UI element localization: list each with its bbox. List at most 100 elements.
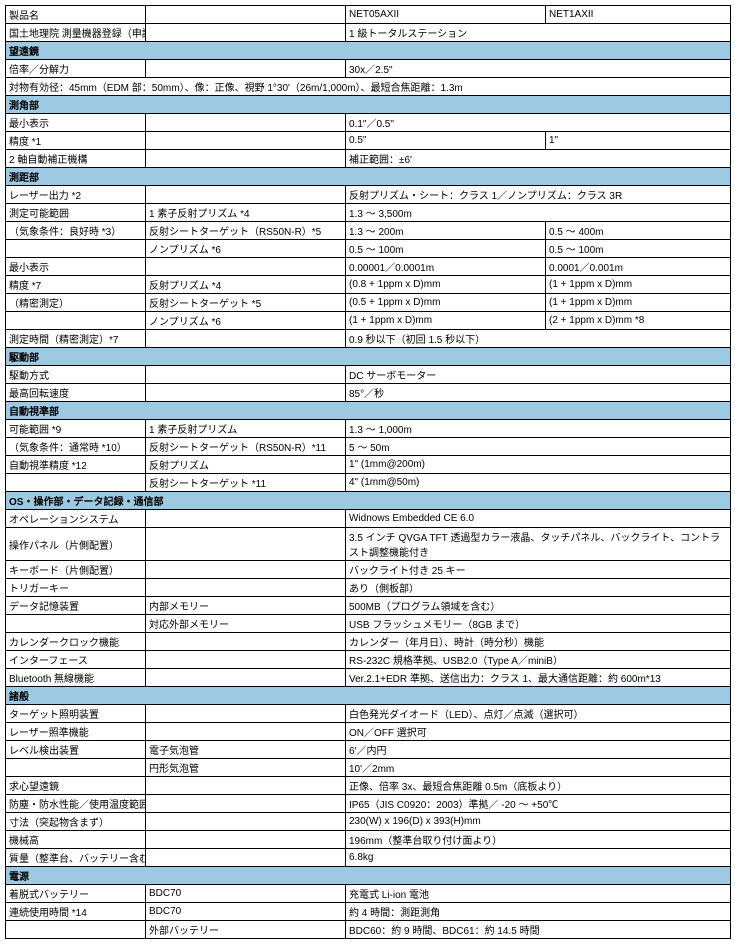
cell: 1" xyxy=(546,132,731,150)
table-row: ターゲット照明装置白色発光ダイオード（LED）、点灯／点滅（選択可） xyxy=(6,705,731,723)
cell: 反射プリズム・シート：クラス 1／ノンプリズム：クラス 3R xyxy=(346,186,731,204)
cell: 反射シートターゲット *11 xyxy=(146,474,346,492)
cell: オペレーションシステム xyxy=(6,510,146,528)
cell: BDC70 xyxy=(146,903,346,921)
cell: 寸法（突起物含まず） xyxy=(6,813,146,831)
cell xyxy=(146,795,346,813)
table-row: 精度 *1 0.5"1" xyxy=(6,132,731,150)
cell: 自動視準精度 *12 xyxy=(6,456,146,474)
cell: （精密測定） xyxy=(6,294,146,312)
cell: 反射プリズム *4 xyxy=(146,276,346,294)
cell: 約 4 時間：測距測角 xyxy=(346,903,731,921)
table-row: 製品名 NET05AXIINET1AXII xyxy=(6,6,731,24)
table-row: トリガーキーあり（側板部） xyxy=(6,579,731,597)
table-row: 着脱式バッテリーBDC70充電式 Li-ion 電池 xyxy=(6,885,731,903)
cell: DC サーボモーター xyxy=(346,366,731,384)
cell: 6'／内円 xyxy=(346,741,731,759)
table-row: 国土地理院 測量機器登録（申請予定）1 級トータルステーション xyxy=(6,24,731,42)
cell: 製品名 xyxy=(6,6,146,24)
cell: 精度 *7 xyxy=(6,276,146,294)
cell: 30x／2.5" xyxy=(346,60,731,78)
cell: 円形気泡管 xyxy=(146,759,346,777)
cell: USB フラッシュメモリー（8GB まで） xyxy=(346,615,731,633)
section-header: 望遠鏡 xyxy=(6,42,731,60)
cell: 連続使用時間 *14 xyxy=(6,903,146,921)
table-row: カレンダークロック機能カレンダー（年月日）、時計（時分秒）機能 xyxy=(6,633,731,651)
cell: NET1AXII xyxy=(546,6,731,24)
cell: 内部メモリー xyxy=(146,597,346,615)
cell: (0.8 + 1ppm x D)mm xyxy=(346,276,546,294)
table-row: 測定時間（精密測定）*70.9 秒以下（初回 1.5 秒以下） xyxy=(6,330,731,348)
table-row: 反射シートターゲット *114" (1mm@50m) xyxy=(6,474,731,492)
cell: 駆動方式 xyxy=(6,366,146,384)
cell xyxy=(146,24,346,42)
table-row: ノンプリズム *6(1 + 1ppm x D)mm(2 + 1ppm x D)m… xyxy=(6,312,731,330)
section-header: OS・操作部・データ記録・通信部 xyxy=(6,492,731,510)
cell xyxy=(146,849,346,867)
cell xyxy=(146,777,346,795)
cell: 精度 *1 xyxy=(6,132,146,150)
section-header: 諸般 xyxy=(6,687,731,705)
cell: インターフェース xyxy=(6,651,146,669)
cell: RS-232C 規格準拠、USB2.0（Type A／miniB） xyxy=(346,651,731,669)
table-row: ノンプリズム *60.5 ～ 100m0.5 ～ 100m xyxy=(6,240,731,258)
table-row: 機械高196mm（整準台取り付け面より） xyxy=(6,831,731,849)
table-row: 諸般 xyxy=(6,687,731,705)
cell: （気象条件：通常時 *10） xyxy=(6,438,146,456)
cell: 230(W) x 196(D) x 393(H)mm xyxy=(346,813,731,831)
cell: カレンダー（年月日）、時計（時分秒）機能 xyxy=(346,633,731,651)
cell xyxy=(146,132,346,150)
table-row: 測距部 xyxy=(6,168,731,186)
cell: 電子気泡管 xyxy=(146,741,346,759)
cell xyxy=(146,6,346,24)
cell: 0.5" xyxy=(346,132,546,150)
cell xyxy=(146,723,346,741)
cell xyxy=(146,813,346,831)
cell: ターゲット照明装置 xyxy=(6,705,146,723)
cell: 1.3 ～ 3,500m xyxy=(346,204,731,222)
cell: 3.5 インチ QVGA TFT 透過型カラー液晶、タッチパネル、バックライト、… xyxy=(346,528,731,561)
cell: 2 軸自動補正機構 xyxy=(6,150,146,168)
cell: 補正範囲：±6' xyxy=(346,150,731,168)
section-header: 自動視準部 xyxy=(6,402,731,420)
table-row: （気象条件：通常時 *10）反射シートターゲット（RS50N-R）*115 ～ … xyxy=(6,438,731,456)
cell: (1 + 1ppm x D)mm xyxy=(546,276,731,294)
cell: 0.1"／0.5" xyxy=(346,114,731,132)
table-row: 寸法（突起物含まず） 230(W) x 196(D) x 393(H)mm xyxy=(6,813,731,831)
cell: バックライト付き 25 キー xyxy=(346,561,731,579)
cell xyxy=(146,651,346,669)
cell: 正像、倍率 3x、最短合焦距離 0.5m（底板より） xyxy=(346,777,731,795)
cell: 1 級トータルステーション xyxy=(346,24,731,42)
cell xyxy=(146,60,346,78)
cell xyxy=(146,366,346,384)
cell: 6.8kg xyxy=(346,849,731,867)
cell: 反射シートターゲット *5 xyxy=(146,294,346,312)
cell: ノンプリズム *6 xyxy=(146,240,346,258)
cell: レーザー出力 *2 xyxy=(6,186,146,204)
cell: NET05AXII xyxy=(346,6,546,24)
cell xyxy=(6,759,146,777)
table-row: 防塵・防水性能／使用温度範囲IP65（JIS C0920：2003）準拠／ -2… xyxy=(6,795,731,813)
cell: 反射プリズム xyxy=(146,456,346,474)
table-row: インターフェース RS-232C 規格準拠、USB2.0（Type A／miniB… xyxy=(6,651,731,669)
section-header: 電源 xyxy=(6,867,731,885)
cell: (1 + 1ppm x D)mm xyxy=(346,312,546,330)
table-row: 連続使用時間 *14BDC70約 4 時間：測距測角 xyxy=(6,903,731,921)
cell xyxy=(146,831,346,849)
cell: レベル検出装置 xyxy=(6,741,146,759)
cell xyxy=(146,528,346,561)
table-row: 操作パネル（片側配置）3.5 インチ QVGA TFT 透過型カラー液晶、タッチ… xyxy=(6,528,731,561)
cell: BDC60：約 9 時間、BDC61：約 14.5 時間 xyxy=(346,921,731,939)
cell xyxy=(6,921,146,939)
cell: 1.3 ～ 200m xyxy=(346,222,546,240)
table-row: 望遠鏡 xyxy=(6,42,731,60)
cell: Bluetooth 無線機能 xyxy=(6,669,146,687)
table-row: 電源 xyxy=(6,867,731,885)
table-row: レーザー出力 *2 反射プリズム・シート：クラス 1／ノンプリズム：クラス 3R xyxy=(6,186,731,204)
cell: 1" (1mm@200m) xyxy=(346,456,731,474)
table-row: 質量（整準台、バッテリー含む）6.8kg xyxy=(6,849,731,867)
table-row: OS・操作部・データ記録・通信部 xyxy=(6,492,731,510)
table-row: 最小表示0.1"／0.5" xyxy=(6,114,731,132)
section-header: 測距部 xyxy=(6,168,731,186)
cell: 196mm（整準台取り付け面より） xyxy=(346,831,731,849)
